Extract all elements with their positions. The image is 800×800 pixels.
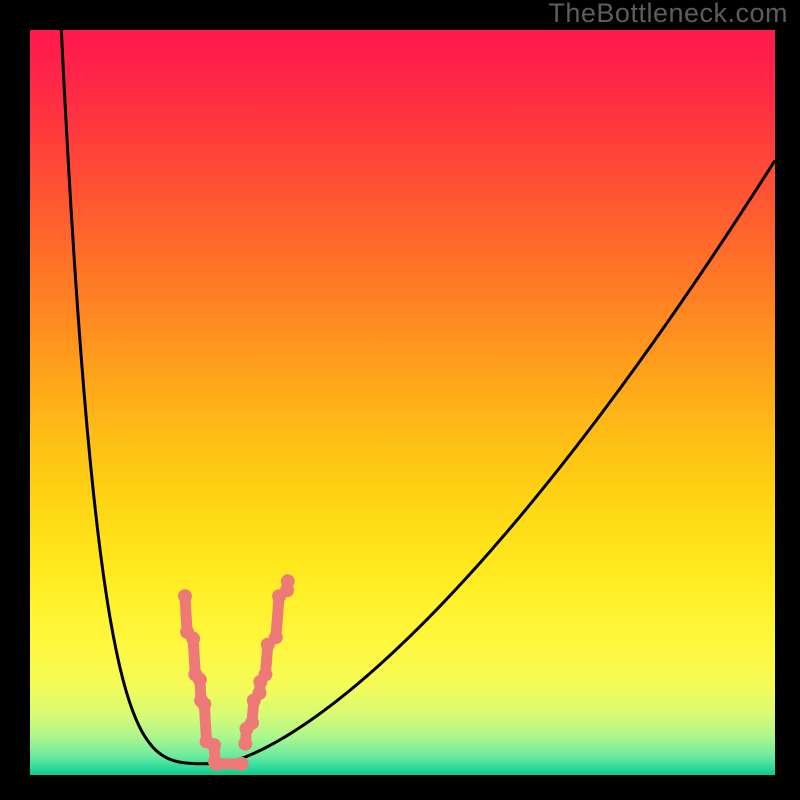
bottleneck-curve: [61, 30, 775, 764]
dash-right-5: [280, 574, 295, 597]
dash-left-0: [178, 589, 194, 639]
dash-right-3: [258, 638, 274, 682]
plot-area: [30, 30, 775, 775]
plot-svg: [30, 30, 775, 775]
dash-bottom-0: [209, 757, 248, 771]
dash-right-4: [269, 589, 286, 644]
watermark-text: TheBottleneck.com: [548, 0, 788, 29]
